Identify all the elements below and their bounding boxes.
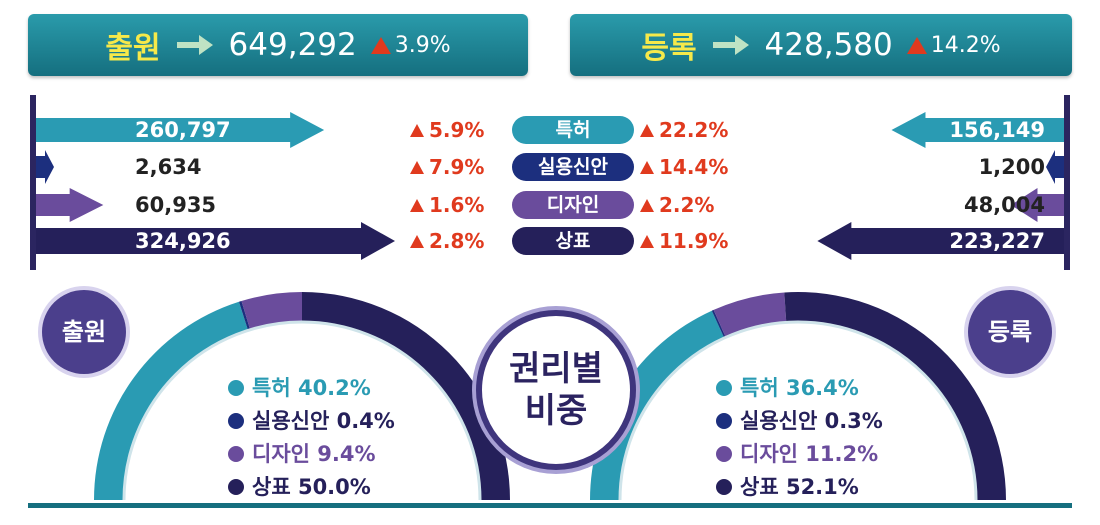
application-pie-inner-ring [122, 320, 482, 501]
up-triangle-icon [640, 123, 654, 137]
application-pie-slice-0 [94, 301, 249, 500]
registration-legend-text: 상표 52.1% [740, 475, 859, 499]
application-legend-text: 상표 50.0% [252, 475, 371, 499]
registration-value-2: 48,004 [963, 193, 1045, 217]
category-pill-3: 상표 [512, 227, 634, 255]
application-change-text: 5.9% [429, 118, 485, 142]
application-value-3: 324,926 [135, 229, 231, 253]
application-total: 649,292 [228, 27, 357, 63]
registration-pie-inner-ring [618, 320, 978, 501]
registration-label: 등록 [641, 31, 697, 66]
category-pill-0: 특허 [512, 116, 634, 144]
application-change-text: 1.6% [429, 193, 485, 217]
legend-dot-icon [228, 479, 244, 495]
application-legend-2: 디자인 9.4% [228, 439, 376, 469]
category-pill-1: 실용신안 [512, 153, 634, 181]
up-triangle-icon [410, 123, 424, 137]
registration-change-text: 22.2% [659, 118, 729, 142]
left-rail [30, 95, 36, 270]
registration-change-text: 11.9% [659, 229, 729, 253]
registration-legend-0: 특허 36.4% [716, 373, 859, 403]
application-bar-0 [36, 112, 325, 148]
up-triangle-icon [410, 198, 424, 212]
application-change-text: 7.9% [429, 155, 485, 179]
registration-bar-2 [1010, 188, 1064, 222]
registration-bar-3 [817, 222, 1064, 260]
registration-legend-text: 실용신안 0.3% [740, 409, 883, 433]
application-pie-slice-3 [302, 292, 510, 500]
registration-change-2: 2.2% [640, 191, 714, 219]
application-value-2: 60,935 [135, 193, 217, 217]
registration-pie-slice-0 [590, 310, 725, 500]
registration-pie-slice-2 [713, 292, 787, 338]
application-legend-text: 특허 40.2% [252, 376, 371, 400]
registration-change: 14.2% [906, 33, 1001, 58]
up-triangle-icon [906, 36, 927, 54]
baseline [28, 503, 1072, 508]
registration-change-3: 11.9% [640, 227, 728, 255]
category-pill-2: 디자인 [512, 191, 634, 219]
application-pie-title: 출원 [42, 290, 126, 374]
up-triangle-icon [640, 198, 654, 212]
application-legend-3: 상표 50.0% [228, 472, 371, 502]
application-change-text: 2.8% [429, 229, 485, 253]
registration-bar-0 [891, 112, 1064, 148]
application-total-header: 출원 649,292 3.9% [28, 14, 528, 76]
registration-total-header: 등록 428,580 14.2% [570, 14, 1072, 76]
application-pie-slice-2 [241, 292, 302, 330]
registration-change-1: 14.4% [640, 153, 728, 181]
application-change-1: 7.9% [410, 153, 484, 181]
legend-dot-icon [228, 446, 244, 462]
application-change-0: 5.9% [410, 116, 484, 144]
application-change: 3.9% [370, 33, 451, 58]
center-label-line2: 비중 [524, 391, 588, 431]
registration-legend-text: 디자인 11.2% [740, 442, 879, 466]
up-triangle-icon [410, 234, 424, 248]
registration-value-3: 223,227 [949, 229, 1045, 253]
up-triangle-icon [370, 36, 391, 54]
application-label: 출원 [105, 31, 161, 66]
registration-total: 428,580 [764, 27, 893, 63]
registration-legend-text: 특허 36.4% [740, 376, 859, 400]
center-label-line1: 권리별 [509, 349, 603, 389]
registration-legend-1: 실용신안 0.3% [716, 406, 883, 436]
arrow-right-icon [176, 35, 213, 55]
legend-dot-icon [716, 380, 732, 396]
registration-value-1: 1,200 [978, 155, 1045, 179]
registration-change-text: 2.2% [659, 193, 715, 217]
share-by-right-badge: 권리별 비중 [476, 310, 636, 470]
application-bar-3 [36, 222, 395, 260]
legend-dot-icon [716, 413, 732, 429]
registration-value-0: 156,149 [949, 118, 1045, 142]
registration-pie-slice-3 [784, 292, 1006, 500]
registration-change-0: 22.2% [640, 116, 728, 144]
registration-pie-title: 등록 [968, 290, 1052, 374]
registration-change-text: 14.4% [659, 155, 729, 179]
legend-dot-icon [716, 479, 732, 495]
registration-pie-slice-1 [711, 309, 726, 339]
up-triangle-icon [640, 234, 654, 248]
application-legend-text: 실용신안 0.4% [252, 409, 395, 433]
registration-bar-1 [1046, 150, 1064, 184]
registration-legend-3: 상표 52.1% [716, 472, 859, 502]
application-pie-slice-1 [238, 301, 251, 331]
up-triangle-icon [410, 160, 424, 174]
registration-legend-2: 디자인 11.2% [716, 439, 878, 469]
application-change-2: 1.6% [410, 191, 484, 219]
up-triangle-icon [640, 160, 654, 174]
legend-dot-icon [228, 380, 244, 396]
legend-dot-icon [716, 446, 732, 462]
application-legend-1: 실용신안 0.4% [228, 406, 395, 436]
right-rail [1064, 95, 1070, 270]
application-change-3: 2.8% [410, 227, 484, 255]
application-value-0: 260,797 [135, 118, 231, 142]
application-value-1: 2,634 [135, 155, 202, 179]
legend-dot-icon [228, 413, 244, 429]
application-bar-1 [36, 150, 54, 184]
application-legend-0: 특허 40.2% [228, 373, 371, 403]
arrow-right-icon [712, 35, 749, 55]
application-legend-text: 디자인 9.4% [252, 442, 376, 466]
application-bar-2 [36, 188, 104, 222]
